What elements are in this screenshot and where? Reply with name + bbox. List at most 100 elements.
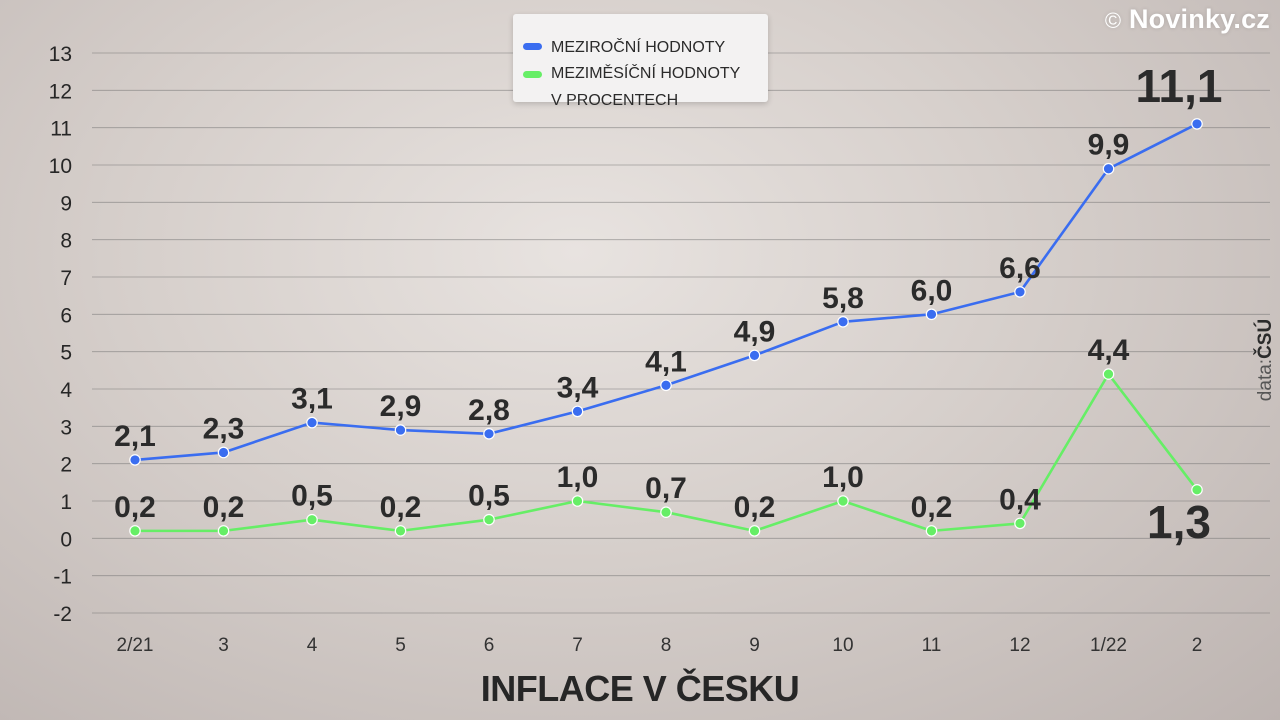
chart-grid: [92, 52, 1270, 614]
data-label: 0,4: [999, 483, 1041, 516]
data-label: 0,2: [380, 491, 422, 524]
y-tick-label: 6: [60, 304, 72, 327]
data-point: [217, 525, 230, 537]
data-label: 9,9: [1088, 129, 1130, 162]
data-point: [306, 513, 318, 526]
data-label: 3,4: [557, 371, 599, 404]
y-tick-label: 2: [60, 454, 72, 477]
data-label: 3,1: [291, 383, 333, 416]
data-point: [1102, 368, 1115, 380]
data-point: [837, 315, 849, 328]
x-tick-label: 11: [922, 635, 942, 656]
data-point: [837, 495, 849, 507]
y-tick-label: 10: [49, 155, 72, 178]
y-tick-label: -2: [53, 603, 72, 626]
y-tick-label: 8: [60, 230, 72, 253]
data-point: [394, 424, 407, 436]
data-label: 11,1: [1136, 60, 1223, 112]
x-tick-label: 5: [395, 635, 406, 656]
y-tick-label: 1: [60, 491, 72, 514]
chart-series: [129, 118, 1203, 537]
legend-swatch-mom: [523, 71, 542, 78]
data-label: 1,0: [557, 461, 599, 494]
data-point: [1191, 118, 1203, 130]
data-label: 6,0: [911, 274, 953, 307]
data-point: [1014, 517, 1026, 530]
data-point: [306, 416, 318, 429]
data-label: 2,3: [203, 412, 245, 445]
x-tick-label: 6: [484, 635, 495, 656]
data-label: 0,2: [734, 491, 776, 524]
data-label: 4,1: [645, 345, 687, 378]
data-label: 1,3: [1147, 496, 1211, 548]
y-tick-label: 9: [60, 192, 72, 215]
chart-legend: MEZIROČNÍ HODNOTY MEZIMĚSÍČNÍ HODNOTY V …: [513, 14, 768, 109]
data-point: [748, 349, 761, 362]
x-axis: 2/21 3 4 5 6 7 8 9 10 11 12 1/22 2: [117, 635, 1203, 656]
data-point: [394, 525, 407, 537]
data-label: 6,6: [999, 252, 1041, 285]
data-label: 4,4: [1088, 334, 1130, 367]
data-point: [660, 379, 672, 392]
data-point: [571, 495, 584, 507]
x-tick-label: 12: [1009, 635, 1030, 656]
data-point: [1014, 286, 1026, 298]
data-point: [217, 446, 230, 459]
data-point: [129, 454, 141, 466]
data-point: [129, 525, 141, 537]
source-name: ČSÚ: [1255, 318, 1276, 359]
data-label: 4,9: [734, 315, 776, 348]
data-label: 0,7: [645, 472, 687, 505]
data-label: 0,5: [291, 480, 333, 513]
data-point: [925, 525, 938, 537]
data-point: [1191, 483, 1203, 496]
y-tick-label: -1: [53, 566, 72, 589]
data-point: [748, 525, 761, 537]
x-tick-label: 2: [1192, 635, 1203, 656]
data-label: 0,2: [203, 491, 245, 524]
data-point: [1102, 162, 1115, 175]
chart-title: INFLACE V ČESKU: [480, 668, 800, 709]
y-tick-label: 13: [49, 43, 72, 66]
data-label: 2,9: [380, 390, 422, 423]
data-point: [483, 427, 495, 440]
x-tick-label: 4: [307, 635, 318, 656]
x-tick-label: 9: [749, 635, 760, 656]
data-point: [571, 405, 584, 418]
source-prefix: data:: [1255, 358, 1276, 402]
data-label: 2,8: [468, 394, 510, 427]
x-tick-label: 3: [218, 635, 229, 656]
data-label: 0,5: [468, 480, 510, 513]
legend-label-yoy: MEZIROČNÍ HODNOTY: [551, 39, 726, 56]
data-point: [660, 506, 672, 518]
data-point: [483, 513, 495, 526]
x-tick-label: 7: [572, 635, 583, 656]
legend-swatch-yoy: [523, 43, 542, 50]
data-label: 0,2: [114, 491, 156, 524]
y-tick-label: 11: [50, 118, 72, 141]
data-label: 5,8: [822, 282, 864, 315]
y-tick-label: 4: [60, 379, 72, 402]
x-tick-label: 8: [661, 635, 672, 656]
y-tick-label: 3: [60, 416, 72, 439]
data-label: 2,1: [114, 420, 156, 453]
data-label: 1,0: [822, 461, 864, 494]
x-tick-label: 2/21: [117, 635, 154, 656]
copyright-symbol: ©: [1104, 8, 1122, 33]
y-tick-label: 0: [60, 528, 72, 551]
brand-logo: © Novinky.cz: [1105, 4, 1270, 35]
data-labels: 2,1 2,3 3,1 2,9 2,8 3,4 4,1 4,9 5,8 6,0 6,6 9,911,1…: [114, 60, 1222, 548]
y-tick-label: 7: [60, 267, 72, 290]
y-tick-label: 12: [49, 80, 72, 103]
brand-name: Novinky.cz: [1128, 4, 1270, 34]
data-source: data:ČSÚ: [1255, 319, 1277, 401]
legend-label-mom-line1: MEZIMĚSÍČNÍ HODNOTY: [551, 65, 741, 82]
data-point: [925, 308, 938, 321]
x-tick-label: 1/22: [1090, 635, 1127, 656]
y-tick-label: 5: [60, 342, 72, 365]
data-label: 0,2: [911, 491, 953, 524]
legend-label-mom-line2: V PROCENTECH: [551, 92, 679, 109]
x-tick-label: 10: [832, 635, 853, 656]
